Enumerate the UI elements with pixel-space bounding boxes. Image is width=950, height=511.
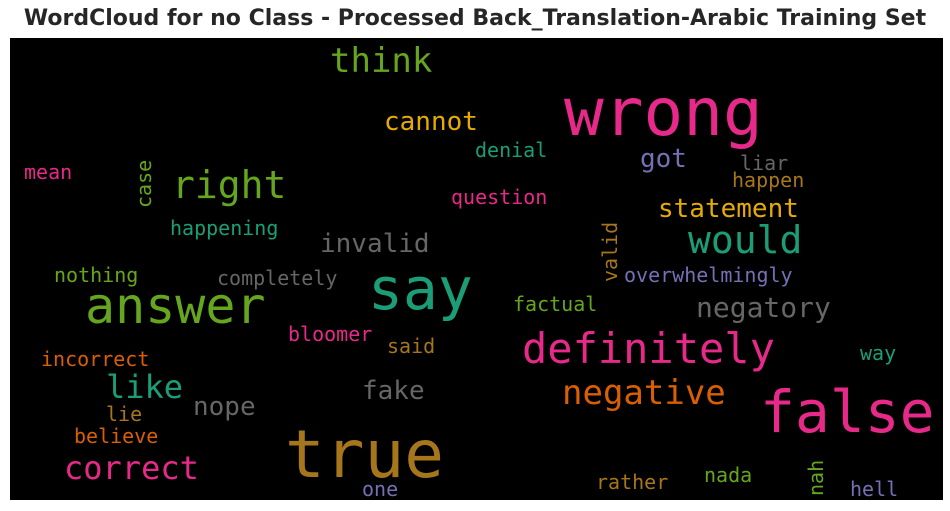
word-correct: correct: [64, 449, 199, 487]
word-statement: statement: [658, 194, 799, 224]
word-like: like: [106, 368, 184, 406]
word-nah: nah: [804, 459, 828, 496]
word-negatory: negatory: [696, 291, 831, 324]
chart-title: WordCloud for no Class - Processed Back_…: [23, 6, 927, 31]
word-overwhelmingly: overwhelmingly: [624, 263, 793, 287]
word-rather: rather: [596, 470, 669, 494]
word-lie: lie: [106, 402, 143, 426]
word-valid: valid: [598, 221, 622, 282]
word-definitely: definitely: [522, 324, 775, 373]
word-said: said: [387, 334, 436, 358]
word-question: question: [451, 185, 548, 209]
word-fake: fake: [362, 376, 425, 406]
word-case: case: [132, 159, 156, 208]
word-would: would: [688, 218, 803, 262]
word-one: one: [362, 477, 399, 500]
word-way: way: [860, 341, 897, 365]
word-liar: liar: [740, 151, 789, 175]
word-answer: answer: [85, 277, 266, 335]
word-believe: believe: [74, 424, 159, 448]
word-nada: nada: [704, 463, 753, 487]
word-wrong: wrong: [564, 74, 763, 151]
word-think: think: [330, 41, 433, 81]
word-nothing: nothing: [54, 263, 139, 287]
word-nope: nope: [193, 392, 256, 422]
word-say: say: [368, 255, 473, 323]
word-false: false: [760, 378, 935, 446]
word-completely: completely: [217, 266, 338, 290]
word-true: true: [285, 416, 444, 493]
word-incorrect: incorrect: [41, 347, 150, 371]
word-cannot: cannot: [384, 107, 478, 137]
word-right: right: [172, 163, 287, 207]
word-mean: mean: [24, 160, 73, 184]
word-factual: factual: [513, 292, 598, 316]
word-negative: negative: [562, 373, 726, 413]
word-bloomer: bloomer: [288, 322, 373, 346]
word-invalid: invalid: [320, 229, 430, 259]
word-happen: happen: [732, 168, 805, 192]
word-got: got: [640, 144, 687, 174]
word-hell: hell: [850, 477, 899, 500]
word-happening: happening: [170, 216, 279, 240]
wordcloud-canvas: wrong true false say answer definitely right wo…: [10, 38, 943, 500]
word-denial: denial: [475, 138, 548, 162]
